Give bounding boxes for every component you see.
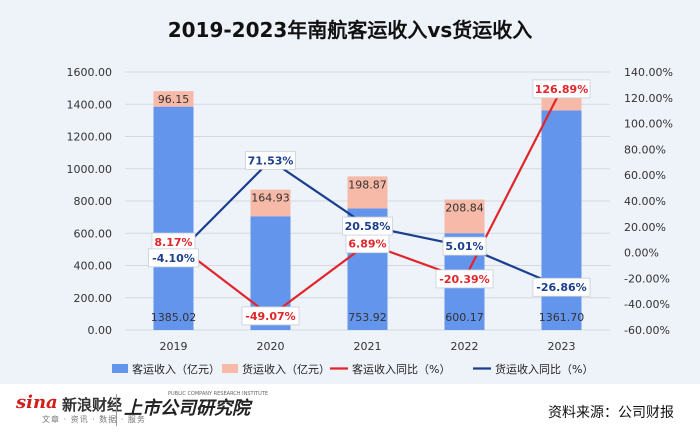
y-left-tick-label: 1600.00: [67, 66, 113, 79]
cargo-value-label: 164.93: [251, 192, 290, 205]
sina-finance-logo-text: 新浪财经: [62, 396, 123, 414]
y-right-tick-label: -40.00%: [624, 298, 670, 311]
y-right-tick-label: -60.00%: [624, 324, 670, 337]
cargo-yoy-label-box: [342, 216, 393, 236]
cargo-yoy-label: 20.58%: [342, 216, 393, 236]
institute-logo-text: 上市公司研究院: [124, 398, 250, 419]
passenger-yoy-label: -20.39%: [435, 269, 494, 289]
institute-english-name: PUBLIC COMPANY RESEARCH INSTITUTE: [168, 391, 268, 397]
x-tick-label: 2022: [451, 340, 479, 353]
data-source: 资料来源：公司财报: [548, 405, 674, 421]
cargo-bar: [153, 91, 194, 107]
y-right-tick-label: 120.00%: [624, 92, 673, 105]
cargo-yoy-label-text: 71.53%: [248, 154, 294, 167]
cargo-value-label: 198.87: [348, 178, 387, 191]
passenger-bar: [541, 110, 582, 330]
y-left-tick-label: 0.00: [88, 324, 113, 337]
passenger-value-label: 1361.70: [539, 311, 585, 324]
cargo-yoy-label: -26.86%: [532, 277, 591, 297]
passenger-value-label: 600.17: [445, 311, 484, 324]
passenger-yoy-label: 8.17%: [151, 232, 196, 252]
y-right-tick-label: 0.00%: [624, 247, 659, 260]
bar-series: [153, 85, 582, 330]
passenger-yoy-label-box: [241, 306, 300, 326]
chart-title: 2019-2023年南航客运收入vs货运收入: [167, 18, 533, 42]
sina-subtitle: 文章 · 资讯 · 数据 · 服务: [42, 415, 146, 424]
cargo-yoy-label-box: [532, 277, 591, 297]
cargo-yoy-label-box: [148, 248, 199, 268]
legend-item: 客运收入（亿元）: [112, 362, 220, 376]
y-right-tick-label: 80.00%: [624, 143, 666, 156]
cargo-yoy-label-text: -4.10%: [152, 252, 195, 265]
passenger-yoy-label: 126.89%: [532, 79, 591, 99]
y-left-tick-label: 1000.00: [67, 163, 113, 176]
x-tick-label: 2023: [548, 340, 576, 353]
y-left-tick-label: 800.00: [74, 195, 113, 208]
legend-swatch: [112, 364, 128, 373]
cargo-yoy-label-box: [245, 150, 296, 170]
cargo-yoy-label: -4.10%: [148, 248, 199, 268]
y-left-tick-label: 1400.00: [67, 98, 113, 111]
y-right-tick-label: 100.00%: [624, 118, 673, 131]
legend-label: 客运收入同比（%）: [352, 362, 450, 376]
chart-svg: 0.00 200.00 400.00 600.00 800.00 1000.00 1200.…: [67, 66, 673, 376]
cargo-yoy-label: 71.53%: [245, 150, 296, 170]
cargo-yoy-label-text: -26.86%: [536, 281, 586, 294]
passenger-value-label: 1385.02: [151, 311, 197, 324]
x-tick-label: 2019: [160, 340, 188, 353]
y-right-tick-label: 40.00%: [624, 195, 666, 208]
legend-item: 货运收入同比（%）: [473, 362, 593, 376]
cargo-yoy-label-box: [442, 236, 487, 256]
legend-label: 货运收入（亿元）: [242, 362, 330, 376]
passenger-yoy-label-text: 8.17%: [154, 236, 192, 249]
cargo-yoy-label: 5.01%: [442, 236, 487, 256]
cargo-bar: [444, 199, 485, 234]
data-labels: 1385.0296.15705.34164.93753.92198.87600.…: [148, 79, 591, 326]
passenger-yoy-label-text: 6.89%: [348, 238, 386, 251]
legend-item: 客运收入同比（%）: [330, 362, 450, 376]
passenger-yoy-label-box: [435, 269, 494, 289]
x-tick-label: 2021: [354, 340, 382, 353]
passenger-yoy-label-text: -20.39%: [439, 273, 489, 286]
y-right-tick-label: 140.00%: [624, 66, 673, 79]
cargo-bar: [250, 189, 291, 217]
passenger-yoy-label-box: [532, 79, 591, 99]
passenger-bar: [153, 106, 194, 330]
legend-swatch: [222, 364, 238, 373]
y-right-tick-label: 20.00%: [624, 221, 666, 234]
cargo-value-label: 208.84: [445, 202, 484, 215]
footer: sina 新浪财经 文章 · 资讯 · 数据 · 服务 PUBLIC COMPA…: [0, 384, 700, 443]
legend-label: 货运收入同比（%）: [495, 362, 593, 376]
legend-item: 货运收入（亿元）: [222, 362, 330, 376]
y-left-tick-label: 400.00: [74, 260, 113, 273]
y-right-tick-label: -20.00%: [624, 272, 670, 285]
cargo-yoy-label-text: 20.58%: [345, 220, 391, 233]
legend-label: 客运收入（亿元）: [132, 362, 220, 376]
passenger-yoy-label: -49.07%: [241, 306, 300, 326]
legend: 客运收入（亿元） 货运收入（亿元） 客运收入同比（%） 货运收入同比（%）: [112, 362, 593, 376]
x-tick-label: 2020: [257, 340, 285, 353]
logo-divider: [116, 394, 117, 426]
cargo-bar: [347, 176, 388, 209]
passenger-yoy-label: 6.89%: [345, 234, 390, 254]
y-left-tick-label: 600.00: [74, 227, 113, 240]
passenger-value-label: 753.92: [348, 311, 387, 324]
passenger-yoy-label-text: -49.07%: [245, 310, 295, 323]
sina-logo: sina: [16, 392, 58, 413]
cargo-value-label: 96.15: [158, 93, 190, 106]
y-right-tick-label: 60.00%: [624, 169, 666, 182]
passenger-yoy-label-text: 126.89%: [535, 83, 588, 96]
y-left-tick-label: 1200.00: [67, 131, 113, 144]
cargo-yoy-label-text: 5.01%: [445, 240, 483, 253]
axis-ticks: 0.00 200.00 400.00 600.00 800.00 1000.00 1200.…: [67, 66, 673, 353]
y-left-tick-label: 200.00: [74, 292, 113, 305]
